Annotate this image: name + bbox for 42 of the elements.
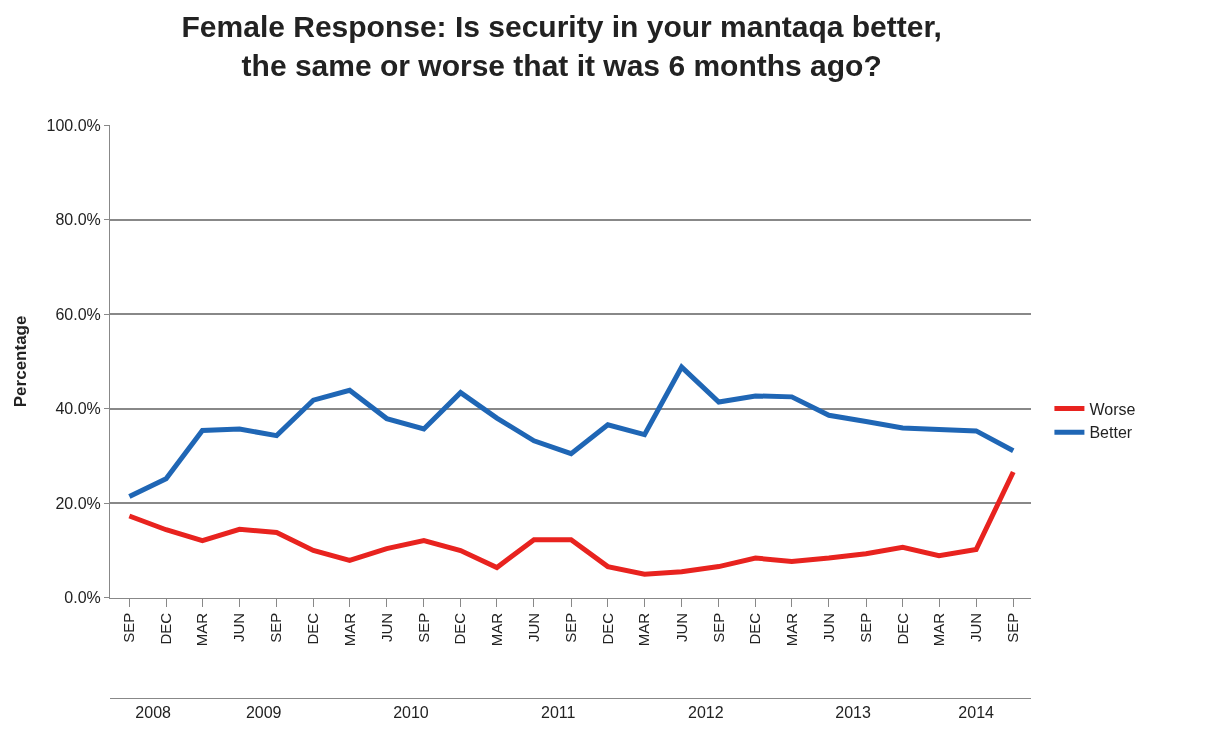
x-tick-label: SEP: [267, 612, 285, 643]
x2-tick-label: 2009: [245, 704, 282, 722]
x-tick-label: JUN: [377, 612, 395, 642]
x-tick-label: JUN: [819, 612, 837, 642]
x-tick-label: MAR: [929, 612, 947, 647]
x2-tick-label: 2012: [688, 704, 724, 722]
x-tick-label: SEP: [120, 612, 138, 643]
x-tick-label: JUN: [967, 612, 985, 642]
y-tick-label: 40.0%: [55, 400, 101, 418]
x-tick-label: SEP: [856, 612, 874, 643]
x-tick-label: MAR: [193, 612, 211, 647]
x-tick-label: DEC: [598, 612, 616, 645]
x-tick-label: JUN: [524, 612, 542, 642]
x-tick-label: MAR: [782, 612, 800, 647]
y-tick-label: 80.0%: [55, 211, 101, 229]
x2-tick-label: 2013: [835, 704, 871, 722]
x-tick-label: SEP: [1004, 612, 1022, 643]
y-tick-label: 100.0%: [46, 116, 101, 134]
x-tick-label: JUN: [230, 612, 248, 642]
legend-label: Worse: [1089, 400, 1136, 418]
chart-title: Female Response: Is security in your mantaqa better, the same or worse that it was 6 months ago?: [181, 9, 942, 82]
x-tick-label: MAR: [635, 612, 653, 647]
x-tick-label: DEC: [304, 612, 322, 645]
y-axis-title: Percentage: [11, 315, 31, 408]
x-tick-label: DEC: [893, 612, 911, 645]
x-tick-label: MAR: [487, 612, 505, 647]
x-tick-label: SEP: [709, 612, 727, 643]
x2-tick-label: 2008: [135, 704, 172, 722]
x-tick-label: SEP: [414, 612, 432, 643]
y-tick-label: 60.0%: [55, 305, 101, 323]
legend-label: Better: [1089, 424, 1133, 442]
x-tick-label: JUN: [672, 612, 690, 642]
x-tick-label: DEC: [451, 612, 469, 645]
y-tick-label: 20.0%: [55, 494, 101, 512]
x-tick-label: DEC: [156, 612, 174, 645]
y-tick-label: 0.0%: [64, 589, 101, 607]
x2-tick-label: 2010: [393, 704, 429, 722]
x2-tick-label: 2011: [541, 704, 576, 722]
x-tick-label: DEC: [746, 612, 764, 645]
x2-tick-label: 2014: [958, 704, 995, 722]
x-tick-label: MAR: [340, 612, 358, 647]
x-tick-label: SEP: [561, 612, 579, 643]
